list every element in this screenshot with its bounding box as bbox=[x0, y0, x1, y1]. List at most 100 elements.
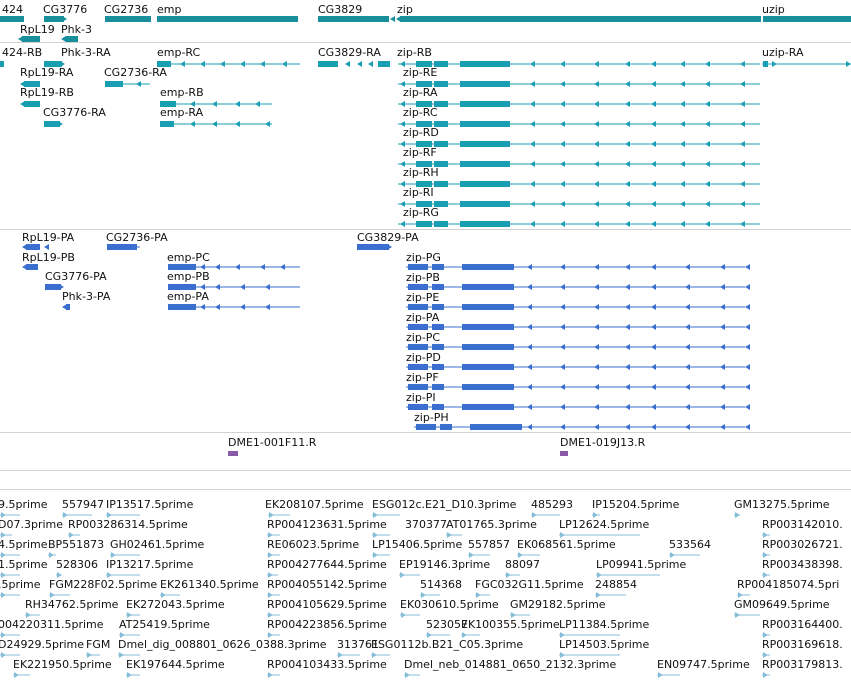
intron-arrow[interactable] bbox=[560, 304, 565, 310]
est-label[interactable]: .5prime bbox=[0, 578, 41, 591]
est-glyph[interactable] bbox=[268, 672, 273, 678]
transcript-label[interactable]: zip-RF bbox=[403, 146, 437, 159]
est-glyph[interactable] bbox=[593, 512, 598, 518]
est-glyph[interactable] bbox=[763, 572, 768, 578]
intron-arrow[interactable] bbox=[368, 61, 373, 67]
est-glyph[interactable] bbox=[127, 672, 132, 678]
exon[interactable] bbox=[416, 121, 432, 127]
intron-arrow[interactable] bbox=[705, 201, 710, 207]
intron-arrow[interactable] bbox=[680, 181, 685, 187]
intron-arrow[interactable] bbox=[720, 264, 725, 270]
est-glyph[interactable] bbox=[763, 632, 768, 638]
intron-arrow[interactable] bbox=[240, 304, 245, 310]
gene-glyph[interactable] bbox=[400, 16, 761, 22]
intron-arrow[interactable] bbox=[128, 244, 133, 250]
intron-arrow[interactable] bbox=[680, 221, 685, 227]
est-label[interactable]: EK208107.5prime bbox=[265, 498, 364, 511]
exon[interactable] bbox=[432, 264, 444, 270]
gene-label[interactable]: zip bbox=[397, 3, 413, 16]
est-glyph[interactable] bbox=[597, 572, 602, 578]
est-glyph[interactable] bbox=[738, 592, 743, 598]
intron-arrow[interactable] bbox=[560, 121, 565, 127]
exon[interactable] bbox=[408, 384, 428, 390]
exon[interactable] bbox=[157, 61, 171, 67]
est-glyph[interactable] bbox=[107, 572, 112, 578]
gene-label[interactable]: emp bbox=[157, 3, 182, 16]
intron-arrow[interactable] bbox=[560, 384, 565, 390]
exon[interactable] bbox=[470, 424, 522, 430]
intron-arrow[interactable] bbox=[527, 284, 532, 290]
est-glyph[interactable] bbox=[57, 572, 62, 578]
exon[interactable] bbox=[434, 181, 448, 187]
est-label[interactable]: GM09649.5prime bbox=[734, 598, 830, 611]
exon[interactable] bbox=[460, 121, 510, 127]
transcript-label[interactable]: RpL19-RB bbox=[20, 86, 74, 99]
est-glyph[interactable] bbox=[476, 592, 481, 598]
est-label[interactable]: 004220311.5prime bbox=[0, 618, 104, 631]
est-label[interactable]: RP003026721. bbox=[762, 538, 843, 551]
est-glyph[interactable] bbox=[268, 592, 273, 598]
intron-arrow[interactable] bbox=[680, 81, 685, 87]
intron-arrow[interactable] bbox=[594, 201, 599, 207]
intron-arrow[interactable] bbox=[680, 161, 685, 167]
protein-label[interactable]: zip-PG bbox=[406, 251, 441, 264]
gene-glyph[interactable] bbox=[22, 36, 40, 42]
transcript-label[interactable]: CG3829-RA bbox=[318, 46, 381, 59]
exon[interactable] bbox=[416, 61, 432, 67]
est-label[interactable]: AT01765.3prime bbox=[446, 518, 537, 531]
intron-arrow[interactable] bbox=[560, 264, 565, 270]
intron-arrow[interactable] bbox=[22, 244, 27, 250]
est-glyph[interactable] bbox=[268, 632, 273, 638]
intron-arrow[interactable] bbox=[651, 404, 656, 410]
est-glyph[interactable] bbox=[560, 532, 565, 538]
protein-label[interactable]: zip-PB bbox=[406, 271, 440, 284]
intron-arrow[interactable] bbox=[680, 121, 685, 127]
intron-arrow[interactable] bbox=[651, 364, 656, 370]
est-label[interactable]: D24929.5prime bbox=[0, 638, 85, 651]
exon[interactable] bbox=[408, 304, 428, 310]
est-label[interactable]: RP003286314.5prime bbox=[68, 518, 188, 531]
intron-arrow[interactable] bbox=[20, 101, 25, 107]
intron-arrow[interactable] bbox=[527, 344, 532, 350]
est-glyph[interactable] bbox=[735, 512, 740, 518]
protein-label[interactable]: emp-PC bbox=[167, 251, 210, 264]
exon[interactable] bbox=[460, 181, 510, 187]
exon[interactable] bbox=[462, 364, 514, 370]
intron-arrow[interactable] bbox=[190, 101, 195, 107]
est-label[interactable]: RE06023.5prime bbox=[267, 538, 360, 551]
transcript-glyph[interactable] bbox=[400, 121, 405, 127]
exon[interactable] bbox=[168, 264, 196, 270]
intron-arrow[interactable] bbox=[527, 424, 532, 430]
exon[interactable] bbox=[26, 244, 40, 250]
intron-arrow[interactable] bbox=[720, 364, 725, 370]
est-glyph[interactable] bbox=[506, 572, 511, 578]
est-glyph[interactable] bbox=[87, 652, 92, 658]
exon[interactable] bbox=[160, 101, 176, 107]
intron-arrow[interactable] bbox=[625, 404, 630, 410]
intron-arrow[interactable] bbox=[651, 324, 656, 330]
intron-arrow[interactable] bbox=[720, 324, 725, 330]
intron-arrow[interactable] bbox=[625, 161, 630, 167]
est-label[interactable]: RH34762.5prime bbox=[25, 598, 119, 611]
exon[interactable] bbox=[408, 404, 428, 410]
exon[interactable] bbox=[462, 324, 514, 330]
est-label[interactable]: EK221950.5prime bbox=[13, 658, 112, 671]
transcript-glyph[interactable] bbox=[400, 61, 405, 67]
intron-arrow[interactable] bbox=[651, 344, 656, 350]
exon[interactable] bbox=[44, 121, 60, 127]
est-glyph[interactable] bbox=[268, 552, 273, 558]
est-glyph[interactable] bbox=[421, 592, 426, 598]
exon[interactable] bbox=[434, 61, 448, 67]
est-glyph[interactable] bbox=[26, 612, 31, 618]
exon[interactable] bbox=[416, 101, 432, 107]
est-label[interactable]: Dmel_dig_008801_0626_0388.3prime bbox=[118, 638, 327, 651]
intron-arrow[interactable] bbox=[594, 404, 599, 410]
intron-arrow[interactable] bbox=[846, 61, 851, 67]
exon[interactable] bbox=[45, 284, 61, 290]
transcript-label[interactable]: uzip-RA bbox=[762, 46, 804, 59]
transcript-label[interactable]: zip-RA bbox=[403, 86, 438, 99]
intron-arrow[interactable] bbox=[530, 101, 535, 107]
intron-arrow[interactable] bbox=[357, 61, 362, 67]
est-label[interactable]: IP13217.5prime bbox=[106, 558, 194, 571]
est-label[interactable]: 557857 bbox=[468, 538, 510, 551]
